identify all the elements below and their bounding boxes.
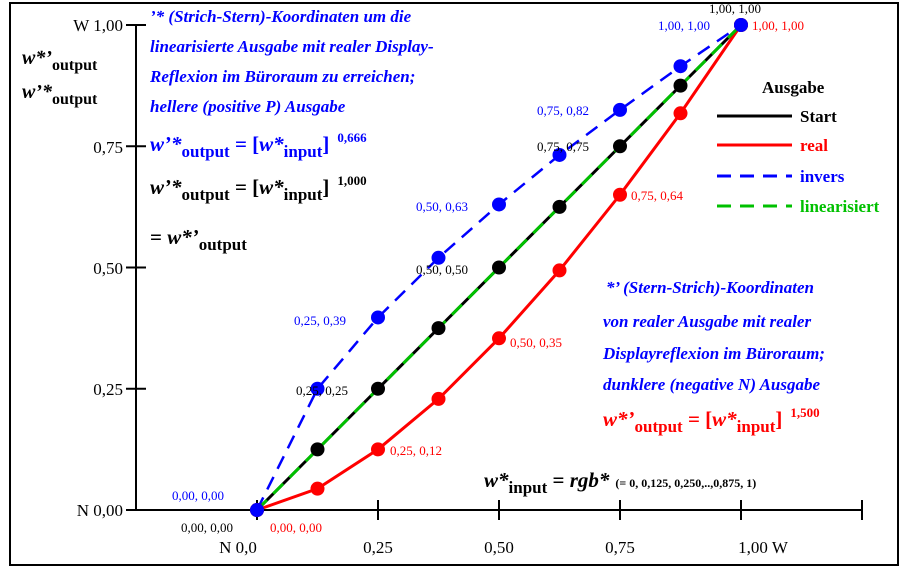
data-point-real-2 (371, 442, 385, 457)
data-point-start-4 (492, 260, 506, 275)
data-point-real-7 (673, 106, 688, 121)
data-point-real-4 (492, 331, 506, 346)
data-point-start-6 (613, 139, 627, 154)
data-point-real-3 (431, 391, 446, 406)
point-label-start-000: 0,00, 0,00 (181, 520, 233, 535)
point-label-start-025: 0,25, 0,25 (296, 383, 348, 398)
chart-frame (9, 2, 899, 566)
point-label-invers-000: 0,00, 0,00 (172, 488, 224, 503)
blue-annotation-line-4: hellere (positive P) Ausgabe (150, 97, 346, 116)
x-tick-label-075: 0,75 (605, 538, 635, 557)
data-point-start-3 (431, 321, 446, 336)
data-point-start-7 (673, 78, 688, 93)
red-annotation-line-2: von realer Ausgabe mit realer (603, 312, 811, 331)
y-tick-label-top: W 1,00 (73, 16, 123, 35)
x-tick-label-100: 1,00 W (738, 538, 789, 557)
data-point-invers-5 (552, 147, 567, 162)
data-point-invers-0 (250, 503, 264, 517)
data-point-invers-4 (492, 197, 506, 212)
point-label-group: 0,00, 0,00 0,00, 0,00 0,00, 0,00 0,25, 0… (172, 1, 804, 535)
red-annotation-line-3: Displayreflexion im Büroraum; (602, 344, 825, 363)
point-label-invers-100: 1,00, 1,00 (658, 18, 710, 33)
point-label-start-075: 0,75, 0,75 (537, 139, 589, 154)
y-tick-label-025: 0,25 (93, 380, 123, 399)
data-point-start-5 (552, 199, 567, 214)
y-axis-title-1: w*’output (22, 47, 98, 74)
red-annotation-line-1: *’ (Stern-Strich)-Koordinaten (606, 278, 814, 297)
blue-annotation-line-3: Reflexion im Büroraum zu erreichen; (149, 67, 415, 86)
data-point-invers-7 (673, 59, 688, 74)
data-point-invers-2 (371, 310, 385, 325)
point-label-invers-050: 0,50, 0,63 (416, 199, 468, 214)
formula-input: w*input = rgb* (= 0, 0,125, 0,250,..,0,87… (484, 468, 756, 497)
red-annotation: *’ (Stern-Strich)-Koordinaten von realer… (602, 278, 825, 394)
data-point-invers-1 (310, 381, 325, 396)
formula-red: w*’output = [w*input] 1,500 (603, 405, 820, 436)
legend-title: Ausgabe (762, 78, 825, 97)
point-label-real-050: 0,50, 0,35 (510, 335, 562, 350)
blue-annotation-line-2: linearisierte Ausgabe mit realer Display… (150, 37, 434, 56)
marker-layer (250, 18, 748, 517)
data-point-real-6 (613, 187, 627, 202)
point-label-invers-025: 0,25, 0,39 (294, 313, 346, 328)
y-tick-label-075: 0,75 (93, 138, 123, 157)
point-label-real-075: 0,75, 0,64 (631, 188, 684, 203)
data-point-real-5 (552, 263, 567, 278)
formula-black-2: = w*’output (150, 225, 247, 254)
x-tick-label-0: N 0,0 (219, 538, 257, 557)
legend: Ausgabe Start real invers linearisiert (717, 78, 880, 216)
blue-annotation: ’* (Strich-Stern)-Koordinaten um die lin… (149, 7, 434, 116)
data-point-invers-6 (613, 102, 627, 117)
legend-label-real: real (800, 136, 828, 155)
data-point-invers-3 (431, 250, 446, 265)
point-label-start-100: 1,00, 1,00 (709, 1, 761, 16)
point-label-real-025: 0,25, 0,12 (390, 443, 442, 458)
legend-label-start: Start (800, 107, 837, 126)
x-tick-label-025: 0,25 (363, 538, 393, 557)
point-label-real-100: 1,00, 1,00 (752, 18, 804, 33)
point-label-real-000: 0,00, 0,00 (270, 520, 322, 535)
formula-black: w’*output = [w*input] 1,000 (150, 173, 367, 204)
red-annotation-line-4: dunklere (negative N) Ausgabe (603, 375, 821, 394)
point-label-start-050: 0,50, 0,50 (416, 262, 468, 277)
x-tick-label-050: 0,50 (484, 538, 514, 557)
data-point-real-1 (310, 481, 325, 496)
data-point-start-2 (371, 381, 385, 396)
legend-label-invers: invers (800, 167, 845, 186)
legend-label-linearisiert: linearisiert (800, 197, 880, 216)
point-label-invers-075: 0,75, 0,82 (537, 103, 589, 118)
y-tick-label-050: 0,50 (93, 259, 123, 278)
y-tick-label-bottom: N 0,00 (77, 501, 123, 520)
data-point-invers-8 (734, 18, 748, 32)
y-axis-title-2: w’*output (22, 81, 98, 108)
blue-annotation-line-1: ’* (Strich-Stern)-Koordinaten um die (150, 7, 412, 26)
data-point-start-1 (310, 442, 325, 457)
formula-blue: w’*output = [w*input] 0,666 (150, 130, 367, 161)
